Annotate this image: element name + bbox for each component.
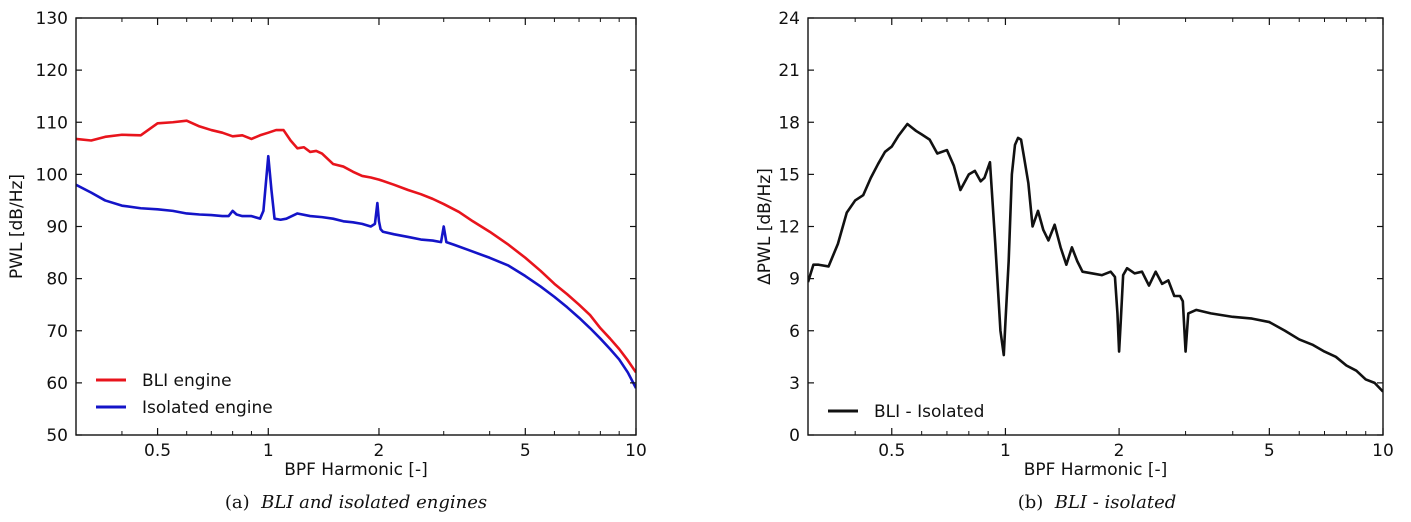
y-tick-label: 18 — [778, 113, 800, 133]
y-tick-label: 120 — [36, 61, 68, 81]
caption-letter: (b) — [1018, 492, 1044, 513]
y-tick-label: 15 — [778, 165, 800, 185]
y-tick-label: 21 — [778, 61, 800, 81]
y-axis-label: ΔPWL [dB/Hz] — [755, 168, 775, 285]
y-tick-label: 24 — [778, 9, 800, 29]
x-tick-label: 10 — [625, 441, 647, 461]
y-tick-label: 70 — [46, 322, 68, 342]
x-tick-label: 5 — [520, 441, 531, 461]
y-tick-label: 12 — [778, 218, 800, 238]
y-tick-label: 6 — [789, 322, 800, 342]
series-line-2 — [76, 154, 636, 389]
y-tick-label: 90 — [46, 218, 68, 238]
y-tick-label: 60 — [46, 374, 68, 394]
x-tick-label: 1 — [1000, 441, 1011, 461]
x-tick-label: 2 — [374, 441, 385, 461]
legend-label: Isolated engine — [142, 398, 273, 418]
caption-title: BLI - isolated — [1054, 492, 1177, 513]
x-tick-label: 0.5 — [878, 441, 905, 461]
x-tick-label: 2 — [1114, 441, 1125, 461]
y-tick-label: 110 — [36, 113, 68, 133]
x-axis-label: BPF Harmonic [-] — [1024, 460, 1168, 480]
x-tick-label: 0.5 — [144, 441, 171, 461]
x-tick-label: 10 — [1372, 441, 1394, 461]
chart-panel-a: 50 60 70 80 90 100 110 120 130 0.5 1 2 5 10 BPF Harmon… — [7, 9, 647, 513]
x-tick-label: 1 — [263, 441, 274, 461]
y-axis-label: PWL [dB/Hz] — [7, 174, 27, 279]
y-tick-label: 50 — [46, 426, 68, 446]
y-tick-label: 3 — [789, 374, 800, 394]
y-tick-label: 0 — [789, 426, 800, 446]
y-tick-label: 100 — [36, 165, 68, 185]
panel-caption: (a) BLI and isolated engines — [225, 492, 487, 513]
legend-label: BLI - Isolated — [874, 402, 984, 422]
caption-title: BLI and isolated engines — [260, 492, 487, 513]
panel-caption: (b) BLI - isolated — [1018, 492, 1177, 513]
legend-label: BLI engine — [142, 371, 232, 391]
y-tick-label: 9 — [789, 270, 800, 290]
caption-letter: (a) — [225, 492, 250, 513]
y-tick-label: 130 — [36, 9, 68, 29]
x-axis-label: BPF Harmonic [-] — [284, 460, 428, 480]
x-tick-label: 5 — [1264, 441, 1275, 461]
series-line-1 — [76, 119, 636, 374]
y-tick-label: 80 — [46, 270, 68, 290]
plot-frame — [807, 17, 1384, 436]
series-line-1 — [808, 122, 1383, 393]
